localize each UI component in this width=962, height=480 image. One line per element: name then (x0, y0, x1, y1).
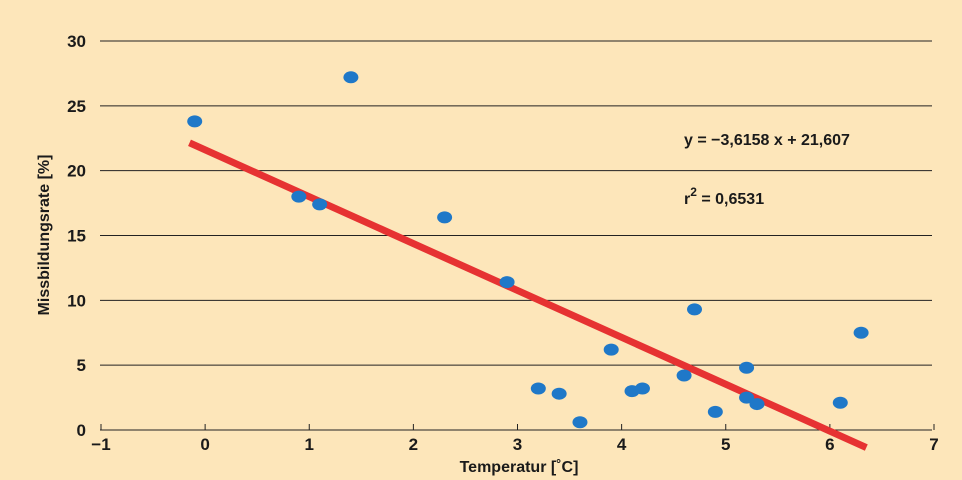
r-squared-prefix: r (684, 191, 690, 208)
x-tick-labels: −1 0 1 2 3 4 5 6 7 (91, 435, 938, 454)
data-points (187, 71, 869, 429)
y-tick-label-4: 20 (67, 162, 86, 181)
x-tick-label-0: −1 (91, 435, 110, 454)
r-squared-value: = 0,6531 (697, 191, 764, 208)
y-tick-label-5: 25 (67, 97, 86, 116)
y-tick-label-3: 15 (67, 227, 86, 246)
data-point-4 (437, 211, 453, 224)
y-tick-label-1: 5 (77, 356, 86, 375)
data-point-5 (499, 276, 515, 289)
data-point-16 (739, 391, 755, 404)
x-tick-label-2: 1 (305, 435, 314, 454)
data-point-12 (676, 369, 692, 382)
gridlines (100, 40, 935, 431)
data-point-11 (634, 382, 650, 395)
x-axis-title: Temperatur [˚C] (460, 459, 579, 476)
x-tick-label-3: 2 (409, 435, 418, 454)
r-squared-annotation: r2 = 0,6531 (684, 185, 764, 208)
r-squared-exponent: 2 (690, 185, 697, 199)
x-tick-label-4: 3 (513, 435, 522, 454)
data-point-13 (687, 303, 703, 316)
data-point-7 (551, 387, 567, 400)
data-point-1 (291, 190, 307, 203)
data-point-8 (572, 416, 588, 429)
data-point-15 (739, 361, 755, 374)
data-point-14 (707, 405, 723, 418)
y-axis-title: Missbildungsrate [%] (36, 155, 53, 316)
x-tick-label-1: 0 (200, 435, 209, 454)
data-point-0 (187, 115, 203, 128)
y-tick-label-2: 10 (67, 291, 86, 310)
x-tick-label-7: 6 (825, 435, 834, 454)
data-point-18 (832, 396, 848, 409)
x-tick-label-8: 7 (929, 435, 938, 454)
data-point-3 (343, 71, 359, 84)
data-point-6 (530, 382, 546, 395)
data-point-19 (853, 326, 869, 339)
data-point-2 (312, 198, 328, 211)
data-point-17 (749, 398, 765, 411)
x-tick-label-6: 5 (721, 435, 730, 454)
y-tick-label-6: 30 (67, 32, 86, 51)
regression-equation: y = −3,6158 x + 21,607 (684, 132, 850, 149)
x-tick-label-5: 4 (617, 435, 627, 454)
y-tick-labels: 0 5 10 15 20 25 30 (67, 32, 86, 440)
data-point-9 (603, 343, 619, 356)
y-tick-label-0: 0 (77, 421, 86, 440)
